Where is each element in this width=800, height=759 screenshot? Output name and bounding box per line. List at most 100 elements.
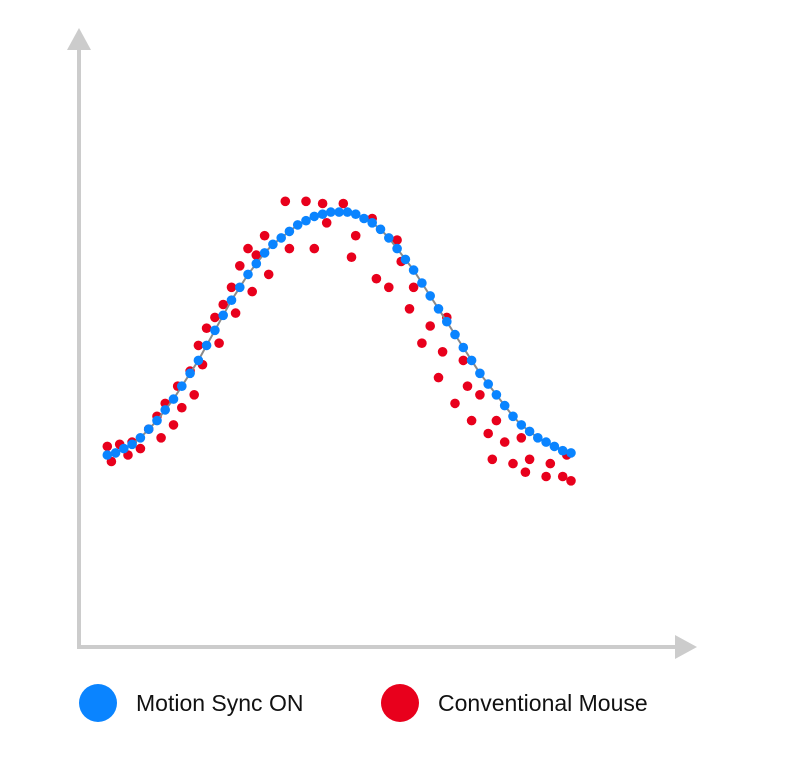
y-axis-arrow <box>67 28 91 50</box>
conventional-mouse-point <box>135 443 146 454</box>
motion-sync-point <box>400 254 411 265</box>
motion-sync-point <box>408 265 419 275</box>
motion-sync-point <box>533 433 543 443</box>
legend-item-conventional-mouse: Conventional Mouse <box>381 684 648 722</box>
motion-sync-point <box>326 207 336 217</box>
motion-sync-point <box>350 209 361 219</box>
motion-sync-point <box>226 295 237 306</box>
conventional-mouse-point <box>384 282 394 293</box>
motion-sync-point <box>499 400 510 411</box>
motion-sync-point <box>392 243 402 254</box>
motion-sync-point <box>375 224 386 235</box>
conventional-mouse-point <box>371 273 382 284</box>
conventional-mouse-point <box>346 252 357 262</box>
legend-label-motion-sync: Motion Sync ON <box>136 690 303 716</box>
conventional-mouse-point <box>321 218 332 228</box>
conventional-mouse-point <box>392 235 402 245</box>
conventional-mouse-point <box>541 471 551 482</box>
conventional-mouse-point <box>487 454 498 465</box>
conventional-mouse-point <box>280 196 291 207</box>
conventional-mouse-point <box>524 454 535 465</box>
conventional-mouse-point <box>243 243 253 254</box>
motion-sync-point <box>276 233 287 243</box>
conventional-mouse-point <box>437 347 448 357</box>
conventional-mouse-point <box>284 243 295 254</box>
conventional-mouse-point <box>214 338 224 349</box>
conventional-mouse-point <box>557 471 568 482</box>
motion-sync-point <box>317 209 328 219</box>
conventional-mouse-point <box>226 282 237 293</box>
motion-sync-point <box>135 433 146 443</box>
conventional-mouse-point <box>425 321 436 331</box>
motion-sync-point <box>516 420 527 430</box>
motion-sync-point <box>168 394 179 404</box>
motion-sync-point <box>259 248 270 258</box>
motion-sync-point <box>566 448 576 458</box>
conventional-mouse-point <box>475 390 485 400</box>
motion-sync-point <box>218 310 228 321</box>
motion-sync-point <box>425 291 436 301</box>
conventional-mouse-point <box>508 458 518 469</box>
conventional-mouse-point <box>417 338 427 349</box>
motion-sync-point <box>541 437 551 447</box>
motion-sync-point <box>152 415 162 426</box>
motion-sync-point <box>417 278 427 288</box>
legend-item-motion-sync: Motion Sync ON <box>79 684 303 722</box>
motion-sync-point <box>268 239 278 250</box>
motion-sync-point <box>110 448 121 458</box>
conventional-mouse-point <box>177 402 187 413</box>
conventional-mouse-point <box>499 437 510 447</box>
motion-sync-point <box>284 226 295 237</box>
motion-sync-point <box>466 355 477 366</box>
motion-sync-point <box>384 233 394 243</box>
motion-sync-point <box>193 355 204 366</box>
motion-sync-point <box>119 443 129 454</box>
conventional-mouse-point <box>450 398 460 409</box>
conventional-mouse-point <box>156 433 166 443</box>
motion-sync-point <box>127 439 137 450</box>
x-axis-arrow <box>675 635 697 659</box>
motion-sync-point <box>475 368 485 379</box>
conventional-mouse-point <box>251 250 262 260</box>
motion-sync-point <box>342 207 353 217</box>
conventional-mouse-point <box>259 230 270 241</box>
conventional-mouse-point <box>210 312 220 323</box>
conventional-mouse-point <box>193 340 204 351</box>
motion-sync-point <box>508 411 518 422</box>
conventional-mouse-point <box>309 243 320 254</box>
legend: Motion Sync ON Conventional Mouse <box>79 684 648 722</box>
motion-sync-point <box>433 304 444 314</box>
motion-sync-point <box>309 211 320 222</box>
conventional-mouse-point <box>338 198 349 209</box>
plot-area <box>102 196 576 486</box>
conventional-mouse-point <box>317 198 328 209</box>
motion-sync-point <box>483 379 494 389</box>
motion-sync-point <box>301 215 311 226</box>
conventional-mouse-point <box>301 196 311 207</box>
conventional-mouse-point <box>408 282 419 293</box>
motion-sync-point <box>359 213 369 224</box>
motion-sync-point <box>143 424 154 435</box>
legend-marker-conventional-mouse <box>381 684 419 722</box>
conventional-mouse-point <box>483 428 494 439</box>
conventional-mouse-point <box>404 304 415 314</box>
conventional-mouse-point <box>520 467 531 478</box>
conventional-mouse-point <box>466 415 477 426</box>
conventional-mouse-point <box>218 299 228 310</box>
motion-sync-point <box>524 426 535 437</box>
motion-sync-point <box>177 381 187 392</box>
legend-label-conventional-mouse: Conventional Mouse <box>438 690 648 716</box>
conventional-mouse-point <box>247 286 257 297</box>
axes <box>67 28 697 659</box>
motion-sync-trend-line <box>107 211 572 456</box>
motion-sync-point <box>549 441 560 452</box>
conventional-mouse-point <box>230 308 241 318</box>
motion-sync-point <box>292 220 303 230</box>
motion-sync-point <box>160 405 170 415</box>
motion-sync-point <box>367 218 378 228</box>
conventional-mouse-point <box>235 261 245 271</box>
conventional-mouse-point <box>433 372 444 383</box>
motion-sync-point <box>334 207 344 217</box>
motion-sync-point <box>243 269 253 280</box>
